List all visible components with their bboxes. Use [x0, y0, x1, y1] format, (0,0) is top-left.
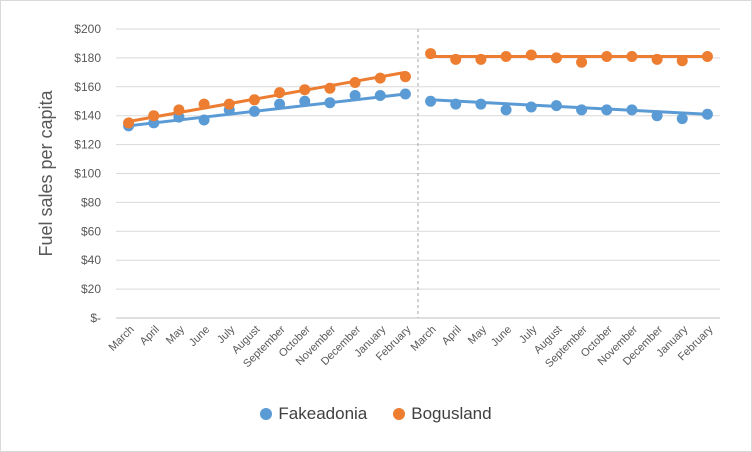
- legend-label-fakeadonia: Fakeadonia: [278, 404, 368, 423]
- data-point-fakeadonia: [450, 98, 462, 110]
- data-point-fakeadonia: [198, 114, 210, 126]
- x-tick-label: March: [107, 324, 137, 354]
- data-point-fakeadonia: [274, 98, 286, 110]
- x-tick-label: April: [440, 324, 464, 348]
- trend-line-fakeadonia: [127, 92, 407, 128]
- data-point-fakeadonia: [576, 104, 588, 116]
- data-point-fakeadonia: [550, 100, 562, 112]
- y-tick-label: $140: [74, 109, 101, 123]
- data-point-bogusland: [701, 50, 713, 62]
- y-tick-label: $40: [81, 253, 101, 267]
- y-tick-label: $-: [90, 311, 101, 325]
- data-point-fakeadonia: [349, 89, 361, 101]
- y-tick-label: $120: [74, 138, 101, 152]
- x-tick-label: April: [138, 324, 162, 348]
- y-tick-label: $20: [81, 282, 101, 296]
- legend-item-bogusland: Bogusland: [393, 404, 492, 424]
- data-point-bogusland: [198, 98, 210, 110]
- data-point-bogusland: [425, 48, 437, 60]
- legend-label-bogusland: Bogusland: [411, 404, 492, 423]
- data-point-fakeadonia: [651, 110, 663, 122]
- trend-line-bogusland: [127, 70, 407, 123]
- data-point-fakeadonia: [248, 105, 260, 117]
- x-tick-label: March: [409, 324, 439, 354]
- data-point-bogusland: [299, 84, 311, 96]
- data-point-bogusland: [248, 94, 260, 106]
- data-point-bogusland: [626, 50, 638, 62]
- data-point-fakeadonia: [601, 104, 613, 116]
- data-point-bogusland: [223, 98, 235, 110]
- data-point-bogusland: [399, 71, 411, 83]
- legend-marker-fakeadonia: [260, 408, 273, 420]
- data-point-bogusland: [576, 56, 588, 68]
- data-point-fakeadonia: [525, 101, 537, 113]
- data-point-bogusland: [550, 52, 562, 64]
- legend-item-fakeadonia: Fakeadonia: [260, 404, 367, 424]
- data-point-bogusland: [475, 53, 487, 65]
- data-point-bogusland: [324, 82, 336, 94]
- y-axis-title: Fuel sales per capita: [36, 89, 56, 256]
- data-point-bogusland: [274, 87, 286, 99]
- data-point-bogusland: [676, 55, 688, 67]
- y-tick-label: $100: [74, 167, 101, 181]
- data-point-fakeadonia: [399, 88, 411, 100]
- data-point-bogusland: [601, 50, 613, 62]
- data-point-fakeadonia: [324, 97, 336, 109]
- x-tick-label: June: [489, 324, 514, 349]
- trend-line-fakeadonia: [429, 98, 709, 116]
- data-point-fakeadonia: [626, 104, 638, 116]
- data-point-bogusland: [374, 72, 386, 84]
- data-point-bogusland: [500, 50, 512, 62]
- y-tick-label: $180: [74, 51, 101, 65]
- legend: Fakeadonia Bogusland: [0, 404, 752, 424]
- data-point-bogusland: [450, 53, 462, 65]
- x-tick-label: May: [164, 323, 188, 347]
- data-point-bogusland: [349, 76, 361, 88]
- data-point-bogusland: [173, 104, 185, 116]
- y-tick-label: $160: [74, 80, 101, 94]
- y-tick-label: $200: [74, 22, 101, 36]
- data-point-bogusland: [148, 110, 160, 122]
- y-tick-label: $80: [81, 195, 101, 209]
- x-tick-label: May: [466, 323, 490, 347]
- data-point-fakeadonia: [701, 108, 713, 120]
- data-point-bogusland: [525, 49, 537, 61]
- data-point-fakeadonia: [425, 95, 437, 107]
- data-point-fakeadonia: [500, 104, 512, 116]
- y-tick-label: $60: [81, 224, 101, 238]
- x-tick-label: June: [187, 324, 212, 349]
- data-point-fakeadonia: [374, 89, 386, 101]
- legend-marker-bogusland: [393, 408, 406, 420]
- data-point-fakeadonia: [475, 98, 487, 110]
- data-point-bogusland: [651, 53, 663, 65]
- data-point-fakeadonia: [299, 95, 311, 107]
- data-point-bogusland: [123, 117, 135, 129]
- data-point-fakeadonia: [676, 113, 688, 125]
